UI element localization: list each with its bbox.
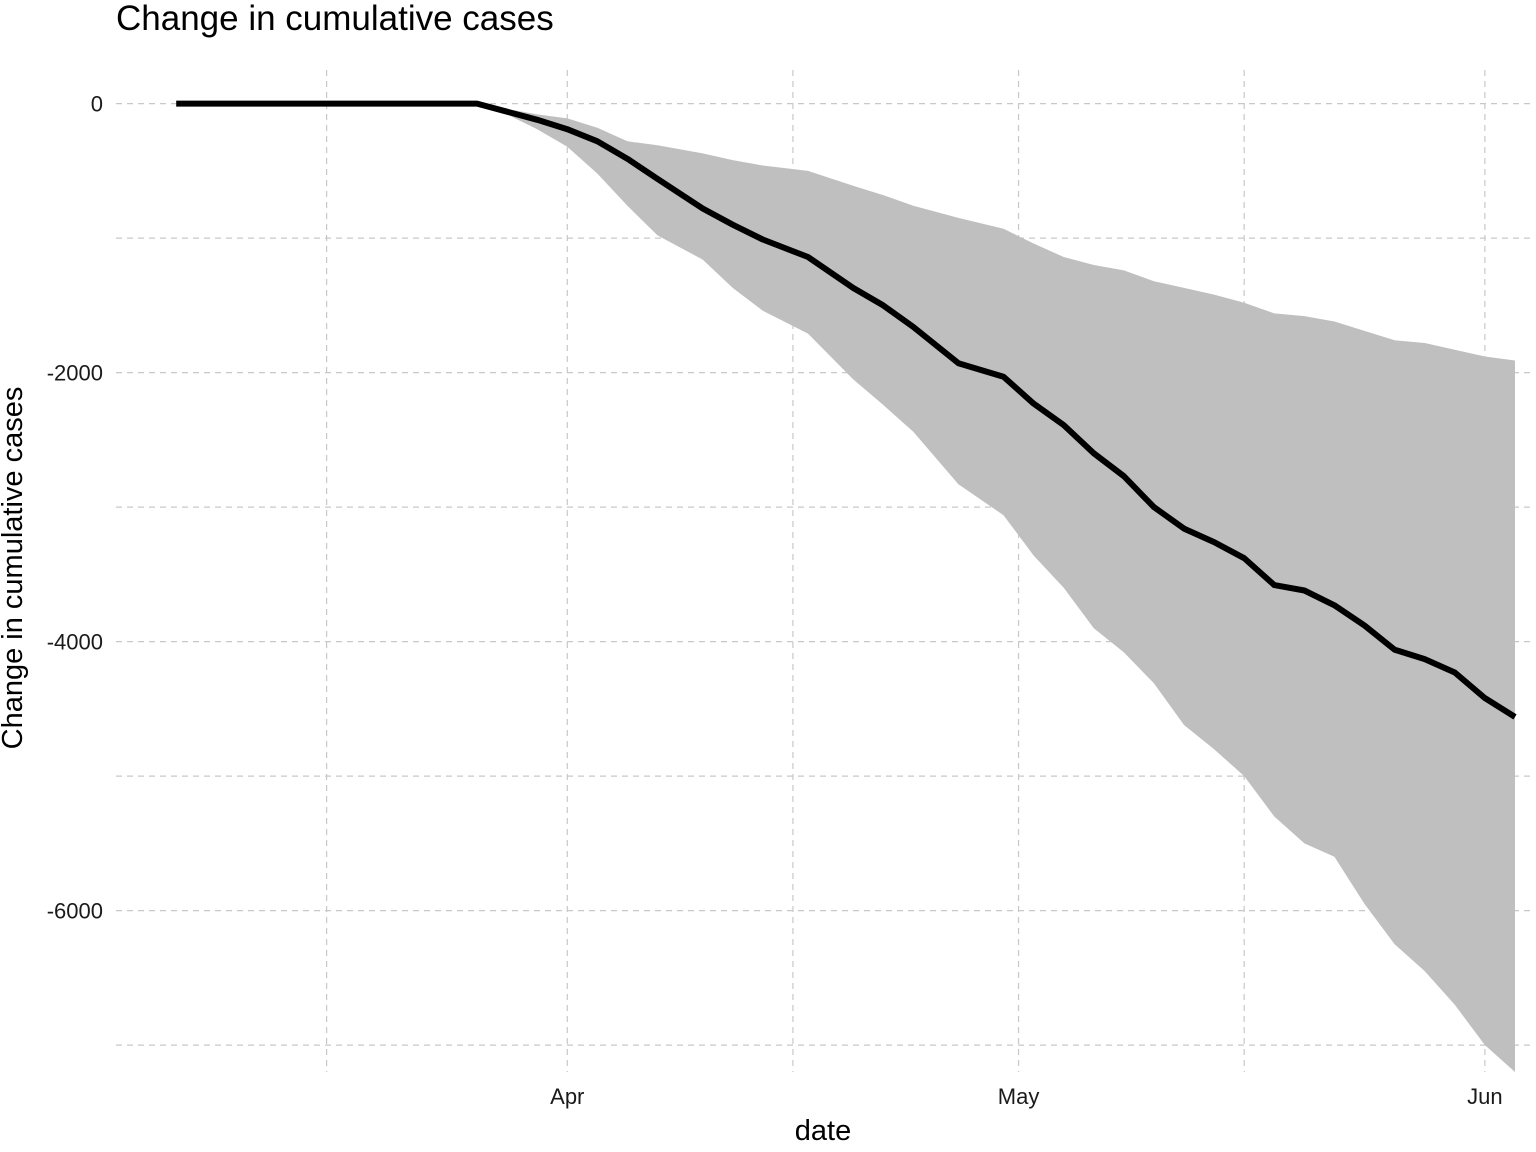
line-layer (176, 100, 1517, 720)
y-tick-label: -2000 (47, 361, 103, 386)
y-axis-ticks: 0 -2000 -4000 -6000 (47, 92, 103, 924)
y-axis-title: Change in cumulative cases (0, 387, 29, 750)
x-tick-label: May (998, 1084, 1040, 1109)
x-axis-title: date (795, 1115, 851, 1147)
x-tick-label: Jun (1467, 1084, 1502, 1109)
y-tick-label: 0 (91, 92, 103, 117)
chart-title: Change in cumulative cases (116, 0, 554, 38)
y-tick-label: -4000 (47, 630, 103, 655)
series-line (176, 100, 1517, 720)
x-axis-ticks: Apr May Jun (550, 1084, 1502, 1109)
x-tick-label: Apr (550, 1084, 584, 1109)
confidence-ribbon (176, 103, 1516, 1073)
ribbon-layer (176, 103, 1516, 1073)
y-tick-label: -6000 (47, 899, 103, 924)
